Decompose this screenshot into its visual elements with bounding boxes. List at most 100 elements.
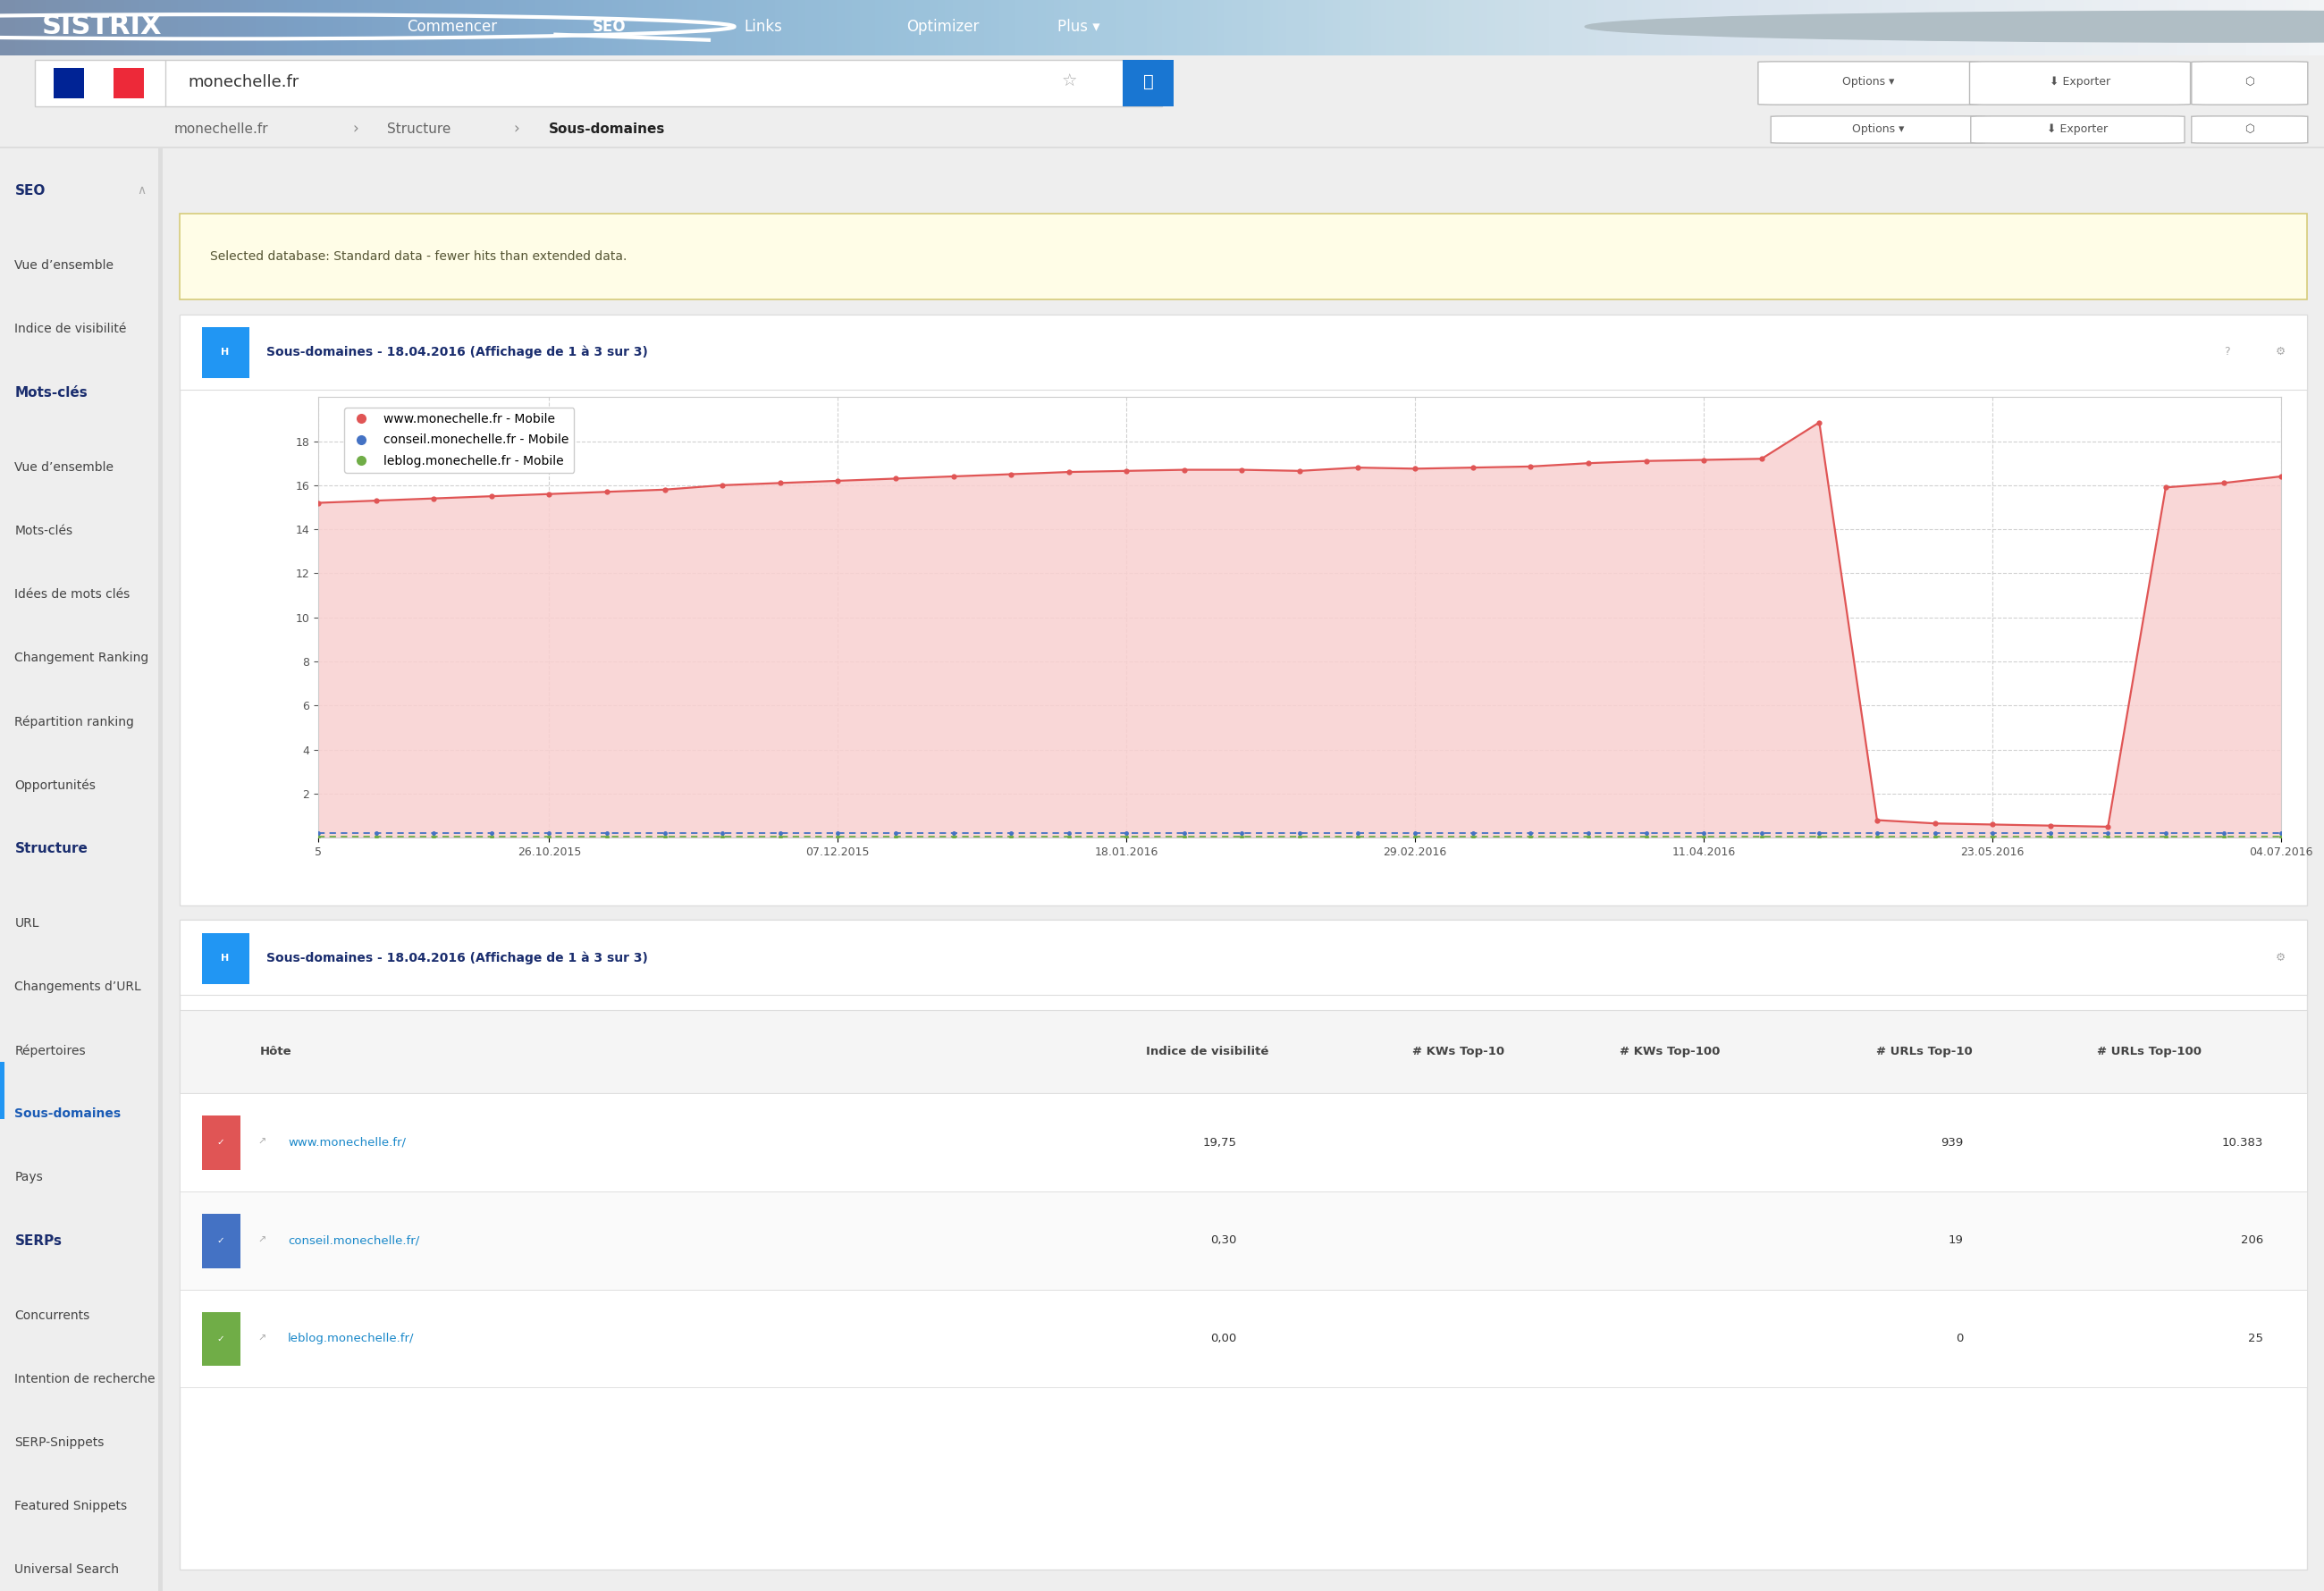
Bar — [179, 213, 2308, 299]
Text: Options ▾: Options ▾ — [1843, 76, 1894, 88]
FancyBboxPatch shape — [1971, 116, 2185, 143]
Text: 10.383: 10.383 — [2222, 1136, 2264, 1149]
FancyBboxPatch shape — [2192, 116, 2308, 143]
Bar — [179, 1010, 2308, 1093]
Bar — [0, 146, 2324, 148]
Text: 206: 206 — [2240, 1235, 2264, 1246]
Text: ⬡: ⬡ — [2245, 76, 2254, 88]
Text: www.monechelle.fr/: www.monechelle.fr/ — [288, 1136, 407, 1149]
Text: Répartition ranking: Répartition ranking — [14, 716, 135, 729]
Text: Changement Ranking: Changement Ranking — [14, 652, 149, 665]
Text: SISTRIX: SISTRIX — [42, 14, 163, 40]
Text: Commencer: Commencer — [407, 19, 497, 35]
Text: 939: 939 — [1941, 1136, 1964, 1149]
Text: Plus ▾: Plus ▾ — [1057, 19, 1099, 35]
FancyBboxPatch shape — [1971, 62, 2189, 105]
Text: SEO: SEO — [14, 185, 46, 197]
Bar — [179, 920, 2308, 1569]
Text: 0,30: 0,30 — [1211, 1235, 1236, 1246]
Text: monechelle.fr: monechelle.fr — [188, 73, 300, 91]
Bar — [158, 148, 163, 1591]
Text: ›: › — [514, 121, 521, 137]
Circle shape — [1585, 11, 2324, 41]
Text: 19: 19 — [1948, 1235, 1964, 1246]
Text: ⬡: ⬡ — [2245, 123, 2254, 135]
Text: Pays: Pays — [14, 1171, 44, 1184]
Text: Mots-clés: Mots-clés — [14, 525, 72, 538]
Bar — [202, 1313, 239, 1367]
Text: Indice de visibilité: Indice de visibilité — [14, 323, 128, 336]
Text: Sous-domaines: Sous-domaines — [14, 1107, 121, 1120]
Text: Opportunités: Opportunités — [14, 780, 95, 792]
Text: Idées de mots clés: Idées de mots clés — [14, 589, 130, 601]
Text: Structure: Structure — [14, 842, 88, 856]
Text: Universal Search: Universal Search — [14, 1564, 119, 1577]
Text: Options ▾: Options ▾ — [1852, 123, 1903, 135]
Text: ⚙: ⚙ — [2275, 345, 2287, 358]
Text: conseil.monechelle.fr/: conseil.monechelle.fr/ — [288, 1235, 421, 1246]
Text: SEO: SEO — [593, 19, 625, 35]
Text: 19,75: 19,75 — [1204, 1136, 1236, 1149]
Bar — [53, 67, 84, 99]
Text: Mots-clés: Mots-clés — [14, 387, 88, 399]
Bar — [1122, 60, 1174, 107]
Bar — [114, 67, 144, 99]
Text: Hôte: Hôte — [260, 1045, 293, 1058]
FancyBboxPatch shape — [1759, 62, 1980, 105]
Text: ↗: ↗ — [258, 1138, 267, 1147]
Text: ?: ? — [2224, 345, 2229, 358]
Text: ✓: ✓ — [216, 1138, 225, 1147]
Text: # URLs Top-100: # URLs Top-100 — [2096, 1045, 2201, 1058]
Text: # URLs Top-10: # URLs Top-10 — [1875, 1045, 1973, 1058]
Text: Concurrents: Concurrents — [14, 1309, 91, 1322]
Text: ☆: ☆ — [1062, 73, 1076, 91]
Text: 0: 0 — [1954, 1333, 1964, 1344]
Bar — [179, 315, 2308, 905]
Text: 🔍: 🔍 — [1143, 73, 1153, 91]
Text: # KWs Top-10: # KWs Top-10 — [1413, 1045, 1504, 1058]
Text: Structure: Structure — [386, 123, 451, 135]
Text: ∧: ∧ — [137, 185, 146, 197]
Legend: www.monechelle.fr - Mobile, conseil.monechelle.fr - Mobile, leblog.monechelle.fr: www.monechelle.fr - Mobile, conseil.mone… — [344, 407, 574, 473]
Text: ⬇ Exporter: ⬇ Exporter — [2050, 76, 2110, 88]
Bar — [179, 1093, 2308, 1192]
Bar — [179, 315, 2308, 390]
Text: ⬇ Exporter: ⬇ Exporter — [2047, 123, 2108, 135]
Text: Sous-domaines - 18.04.2016 (Affichage de 1 à 3 sur 3): Sous-domaines - 18.04.2016 (Affichage de… — [267, 345, 648, 358]
Text: monechelle.fr: monechelle.fr — [174, 123, 270, 135]
Text: Sous-domaines: Sous-domaines — [548, 123, 665, 135]
Bar — [84, 67, 114, 99]
Text: ↗: ↗ — [258, 1236, 267, 1244]
Bar — [179, 920, 2308, 996]
Bar — [202, 1115, 239, 1169]
FancyBboxPatch shape — [2192, 62, 2308, 105]
Text: Répertoires: Répertoires — [14, 1044, 86, 1056]
Text: # KWs Top-100: # KWs Top-100 — [1620, 1045, 1720, 1058]
Text: H: H — [221, 955, 230, 963]
Text: ⊞: ⊞ — [2024, 18, 2043, 35]
Bar — [179, 1289, 2308, 1387]
Text: 0,00: 0,00 — [1211, 1333, 1236, 1344]
Text: Changements d’URL: Changements d’URL — [14, 980, 142, 993]
Text: 25: 25 — [2247, 1333, 2264, 1344]
Bar — [202, 1214, 239, 1268]
Text: H: H — [221, 348, 230, 356]
Text: ↗: ↗ — [258, 1335, 267, 1343]
Text: Featured Snippets: Featured Snippets — [14, 1500, 128, 1513]
Text: ›: › — [353, 121, 358, 137]
Text: ✓: ✓ — [216, 1236, 225, 1244]
Text: URL: URL — [14, 918, 40, 929]
Text: leblog.monechelle.fr/: leblog.monechelle.fr/ — [288, 1333, 414, 1344]
Text: Links: Links — [744, 19, 781, 35]
Text: Vue d’ensemble: Vue d’ensemble — [14, 259, 114, 272]
Bar — [0, 1061, 5, 1118]
FancyBboxPatch shape — [1771, 116, 1985, 143]
Text: SERPs: SERPs — [14, 1235, 63, 1247]
Text: Optimizer: Optimizer — [906, 19, 978, 35]
Text: Vue d’ensemble: Vue d’ensemble — [14, 461, 114, 474]
Text: Selected database: Standard data - fewer hits than extended data.: Selected database: Standard data - fewer… — [209, 250, 627, 263]
Text: Sous-domaines - 18.04.2016 (Affichage de 1 à 3 sur 3): Sous-domaines - 18.04.2016 (Affichage de… — [267, 951, 648, 964]
Bar — [35, 60, 1162, 107]
Text: Indice de visibilité: Indice de visibilité — [1146, 1045, 1269, 1058]
Text: ✓: ✓ — [216, 1335, 225, 1343]
